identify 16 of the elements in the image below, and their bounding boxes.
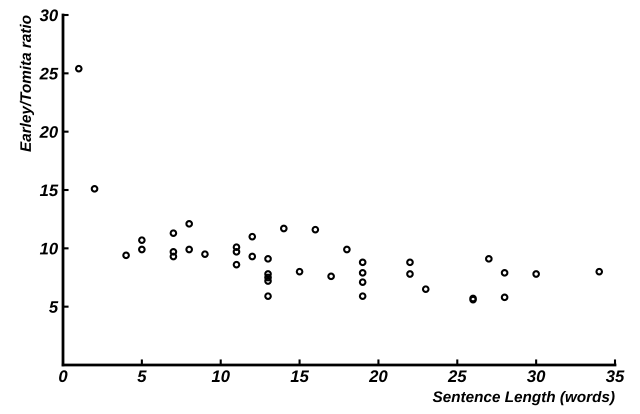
x-tick-label: 35 <box>606 370 624 382</box>
x-tick-label: 25 <box>448 370 467 382</box>
y-tick-label: 25 <box>39 68 58 80</box>
y-tick-label: 20 <box>39 126 58 138</box>
y-tick-label: 5 <box>49 301 58 313</box>
x-tick-label: 20 <box>368 370 388 382</box>
y-axis-title: Earley/Tomita ratio <box>20 15 34 152</box>
x-tick-label: 10 <box>212 370 230 382</box>
y-tick-label: 30 <box>40 9 58 22</box>
y-tick-label: 15 <box>40 184 58 196</box>
x-tick-label: 0 <box>59 370 68 382</box>
x-tick-label: 30 <box>527 370 546 382</box>
x-tick-label: 5 <box>137 370 147 382</box>
x-tick-label: 15 <box>290 370 310 382</box>
y-tick-label: 10 <box>40 242 58 255</box>
x-axis-title: Sentence Length (words) <box>432 390 615 406</box>
